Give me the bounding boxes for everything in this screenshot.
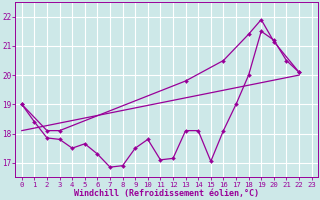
- X-axis label: Windchill (Refroidissement éolien,°C): Windchill (Refroidissement éolien,°C): [74, 189, 259, 198]
